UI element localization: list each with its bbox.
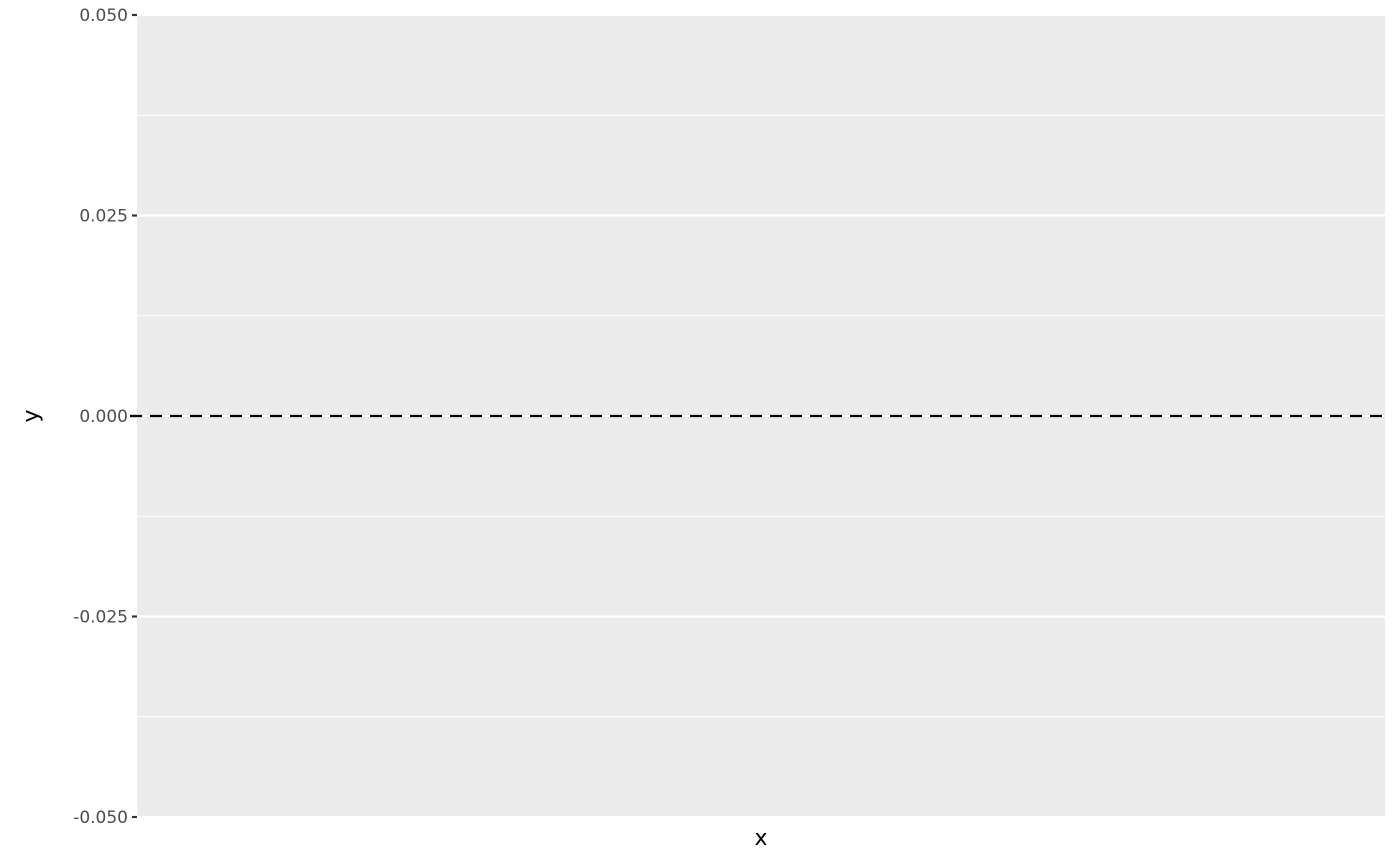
y-tick-label: 0.000 [79, 407, 128, 427]
y-tick-label: -0.025 [73, 608, 128, 628]
y-tick-label: 0.025 [79, 207, 128, 227]
y-axis: 0.050 0.025 0.000 -0.025 -0.050 [73, 6, 137, 828]
x-axis-title: x [754, 826, 767, 851]
y-tick-label: -0.050 [73, 808, 128, 828]
y-axis-title: y [19, 409, 44, 422]
y-tick-label: 0.050 [79, 6, 128, 26]
